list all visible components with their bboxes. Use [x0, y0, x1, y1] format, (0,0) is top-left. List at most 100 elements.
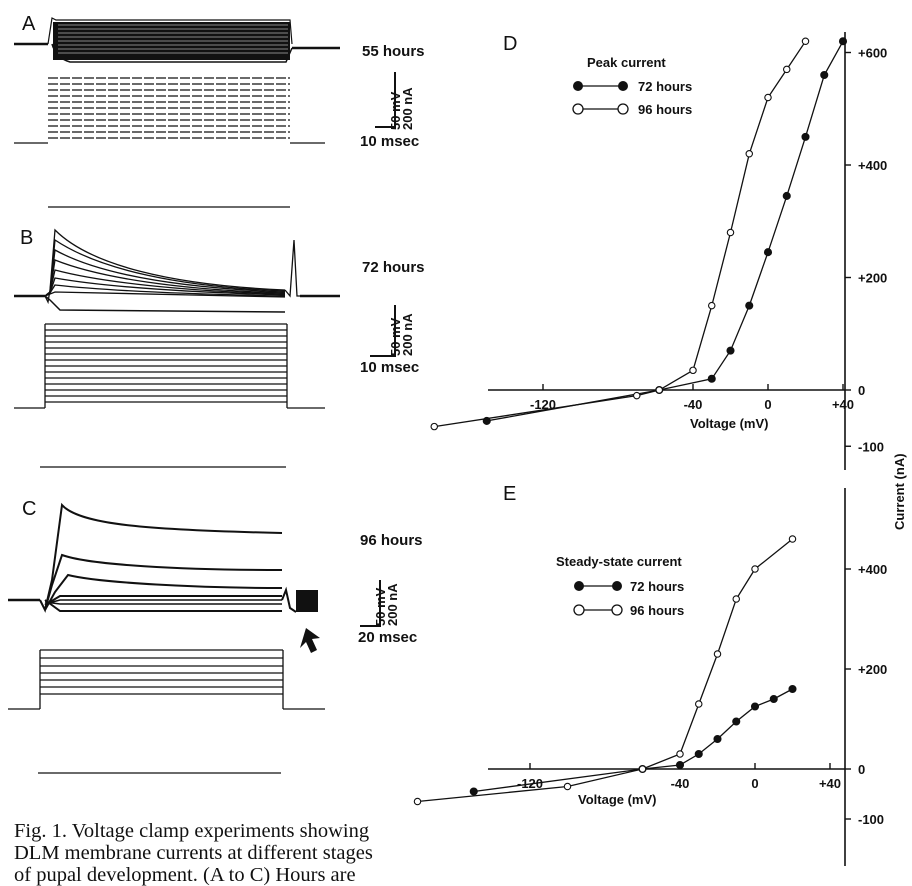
- chart-e-x-tick-label: 0: [751, 776, 758, 791]
- panel-a: A 55 hours: [14, 13, 425, 208]
- chart-d-series: [430, 37, 848, 431]
- panel-b-scale-current: 200 nA: [400, 313, 415, 356]
- chart-e-point-open: [638, 765, 647, 773]
- chart-e-point-open: [563, 782, 572, 791]
- chart-d-ticks: -120 -40 0 +40 +600 +400 +200 0 -100: [530, 46, 887, 455]
- panel-a-scale-bar: 50 mV 200 nA 10 msec: [360, 72, 419, 150]
- chart-d-point-filled: [838, 37, 848, 46]
- chart-d-y-tick-label: 0: [858, 383, 865, 398]
- chart-e-legend-marker-filled: [574, 581, 584, 591]
- chart-e-point-open: [788, 535, 797, 543]
- chart-e-point-open: [732, 595, 740, 603]
- panel-a-current-traces: [14, 17, 340, 63]
- chart-d-point-open: [707, 301, 716, 310]
- chart-e-legend-marker-open: [611, 604, 623, 616]
- figure-caption: Fig. 1. Voltage clamp experiments showin…: [14, 820, 484, 886]
- chart-e-xlabel: Voltage (mV): [578, 792, 657, 807]
- chart-d-y-tick-label: +200: [858, 271, 887, 286]
- chart-e-x-tick-label: -40: [671, 776, 690, 791]
- chart-d-point-filled: [726, 346, 735, 355]
- chart-e-y-tick-label: -100: [858, 812, 884, 827]
- chart-d-point-open: [430, 422, 438, 431]
- chart-d-x-tick-label: -120: [530, 397, 556, 412]
- chart-e-legend-title: Steady-state current: [556, 554, 682, 569]
- shared-y-axis-label: Current (nA): [892, 453, 907, 530]
- panel-a-scale-volt: 50 mV: [388, 91, 403, 130]
- panel-c-scale-time: 20 msec: [358, 629, 417, 646]
- panel-c-letter: C: [22, 498, 36, 520]
- chart-d-point-filled: [782, 191, 791, 200]
- chart-d-y-tick-label: +600: [858, 46, 887, 61]
- panel-d-letter: D: [503, 33, 517, 55]
- chart-e-point-filled: [788, 684, 797, 694]
- chart-e-legend-marker-filled: [612, 581, 622, 591]
- caption-line: DLM membrane currents at different stage…: [14, 842, 373, 864]
- chart-e-legend-marker-open: [573, 604, 585, 616]
- chart-d-point-filled: [820, 70, 829, 80]
- chart-e-point-filled: [769, 694, 778, 704]
- chart-d-point-open: [782, 65, 791, 74]
- caption-line: Fig. 1. Voltage clamp experiments showin…: [14, 820, 370, 842]
- chart-e-point-filled: [732, 717, 741, 726]
- chart-d-point-open: [655, 386, 663, 394]
- chart-e-series-line-2: [417, 538, 793, 803]
- chart-d-legend-label-96: 96 hours: [638, 102, 692, 117]
- chart-e-point-open: [751, 565, 759, 573]
- chart-e-y-tick-label: +200: [858, 662, 887, 677]
- chart-e-legend-label-72: 72 hours: [630, 579, 684, 594]
- chart-e-x-tick-label: +40: [819, 776, 841, 791]
- figure: A 55 hours: [8, 13, 907, 866]
- chart-e-point-open: [713, 650, 722, 658]
- panel-b: B 72 hours: [14, 227, 425, 468]
- chart-d-point-filled: [801, 132, 810, 141]
- chart-e-point-filled: [694, 749, 703, 759]
- chart-e-point-open: [413, 797, 422, 806]
- chart-d-x-tick-label: 0: [764, 397, 771, 412]
- panel-e-letter: E: [503, 483, 516, 505]
- chart-d-series-line-1: [486, 40, 844, 422]
- chart-d-point-filled: [745, 301, 754, 310]
- chart-d-point-open: [726, 228, 735, 237]
- chart-d-y-tick-label: +400: [858, 158, 887, 173]
- panel-b-voltage-steps: [14, 323, 325, 468]
- chart-e: E Voltage (mV) -120 -40 0 +40+400+2000-100 …: [413, 483, 887, 866]
- chart-e-point-filled: [675, 760, 685, 770]
- caption-line: of pupal development. (A to C) Hours are: [14, 864, 356, 886]
- panel-b-scale-bar: 50 mV 200 nA 10 msec: [360, 305, 419, 376]
- chart-d-point-open: [764, 93, 772, 102]
- panel-a-voltage-steps: [48, 77, 290, 139]
- chart-d-point-open: [689, 366, 697, 375]
- panel-b-scale-time: 10 msec: [360, 359, 419, 376]
- chart-d-point-filled: [763, 248, 773, 257]
- chart-e-legend: Steady-state current 72 hours 96 hours: [556, 554, 684, 618]
- chart-d-legend-marker-filled: [573, 81, 583, 91]
- panel-a-scale-current: 200 nA: [400, 87, 415, 130]
- panel-c: C 96 hours 50 mV 200 nA: [8, 498, 423, 774]
- chart-d-point-open: [632, 391, 641, 400]
- panel-c-time-label: 96 hours: [360, 532, 423, 549]
- chart-d-legend-title: Peak current: [587, 55, 666, 70]
- chart-d-legend: Peak current 72 hours 96 hours: [572, 55, 692, 117]
- panel-a-scale-time: 10 msec: [360, 133, 419, 150]
- chart-e-y-tick-label: +400: [858, 562, 887, 577]
- chart-e-legend-label-96: 96 hours: [630, 603, 684, 618]
- chart-d-x-tick-label: +40: [832, 397, 854, 412]
- panel-b-scale-volt: 50 mV: [388, 317, 403, 356]
- chart-e-series: [413, 535, 797, 806]
- chart-d-x-tick-label: -40: [684, 397, 703, 412]
- panel-a-letter: A: [22, 13, 36, 35]
- panel-b-letter: B: [20, 227, 33, 249]
- chart-d: D Voltage (mV) -120 -40 0 +40+600+400+2000-…: [430, 32, 887, 470]
- panel-a-time-label: 55 hours: [362, 43, 425, 60]
- chart-e-point-filled: [750, 702, 760, 711]
- chart-d-legend-label-72: 72 hours: [638, 79, 692, 94]
- chart-d-point-open: [745, 150, 753, 158]
- panel-c-current-traces: [8, 502, 318, 613]
- chart-d-series-line-2: [434, 40, 807, 428]
- chart-e-point-open: [694, 700, 703, 708]
- chart-d-point-open: [801, 37, 810, 45]
- chart-e-point-filled: [713, 734, 722, 744]
- chart-d-legend-marker-filled: [618, 81, 628, 91]
- chart-e-point-filled: [469, 787, 478, 796]
- arrow-icon: [300, 628, 320, 653]
